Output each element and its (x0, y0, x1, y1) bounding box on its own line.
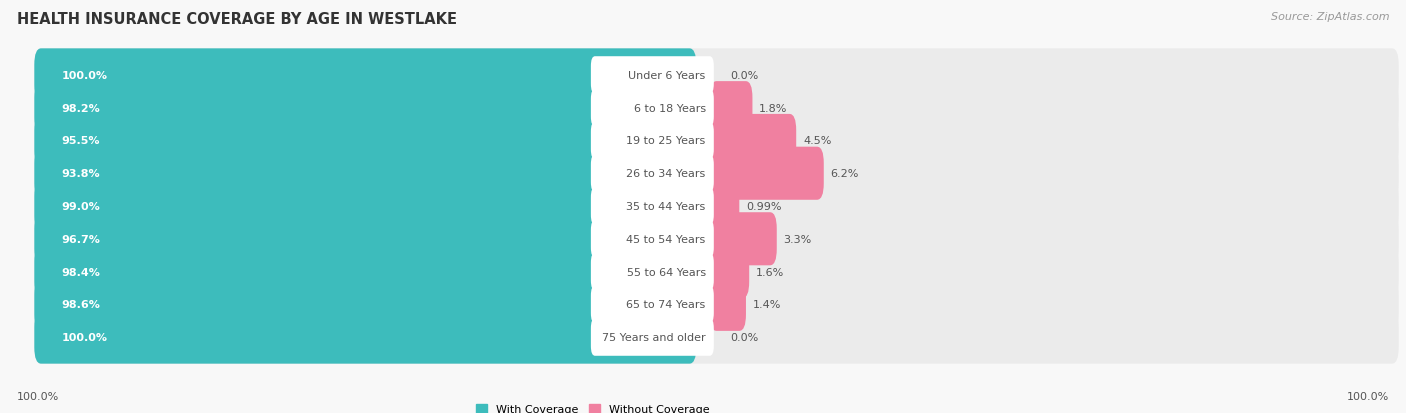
Text: 98.2%: 98.2% (62, 103, 100, 114)
FancyBboxPatch shape (34, 311, 1399, 364)
Text: 100.0%: 100.0% (17, 391, 59, 401)
FancyBboxPatch shape (591, 319, 714, 356)
Text: Under 6 Years: Under 6 Years (628, 71, 706, 81)
FancyBboxPatch shape (34, 49, 696, 102)
Text: Source: ZipAtlas.com: Source: ZipAtlas.com (1271, 12, 1389, 22)
Text: 100.0%: 100.0% (1347, 391, 1389, 401)
Text: 26 to 34 Years: 26 to 34 Years (627, 169, 706, 179)
FancyBboxPatch shape (34, 115, 1399, 168)
Text: 1.6%: 1.6% (756, 267, 785, 277)
FancyBboxPatch shape (591, 286, 714, 323)
Text: 55 to 64 Years: 55 to 64 Years (627, 267, 706, 277)
FancyBboxPatch shape (34, 82, 685, 135)
Text: 0.99%: 0.99% (747, 202, 782, 211)
FancyBboxPatch shape (34, 49, 1399, 102)
FancyBboxPatch shape (710, 147, 824, 200)
FancyBboxPatch shape (710, 245, 749, 298)
Text: 19 to 25 Years: 19 to 25 Years (627, 136, 706, 146)
Text: 4.5%: 4.5% (803, 136, 831, 146)
FancyBboxPatch shape (34, 245, 1399, 298)
FancyBboxPatch shape (710, 115, 796, 168)
FancyBboxPatch shape (591, 90, 714, 127)
Text: 75 Years and older: 75 Years and older (602, 332, 706, 342)
FancyBboxPatch shape (34, 115, 666, 168)
FancyBboxPatch shape (591, 155, 714, 192)
FancyBboxPatch shape (591, 123, 714, 160)
Text: 3.3%: 3.3% (783, 234, 811, 244)
FancyBboxPatch shape (34, 180, 1399, 233)
Text: 100.0%: 100.0% (62, 332, 107, 342)
Text: 99.0%: 99.0% (62, 202, 100, 211)
FancyBboxPatch shape (34, 245, 686, 298)
Text: 95.5%: 95.5% (62, 136, 100, 146)
FancyBboxPatch shape (34, 213, 675, 266)
FancyBboxPatch shape (710, 278, 747, 331)
FancyBboxPatch shape (34, 147, 657, 200)
FancyBboxPatch shape (591, 221, 714, 258)
Text: HEALTH INSURANCE COVERAGE BY AGE IN WESTLAKE: HEALTH INSURANCE COVERAGE BY AGE IN WEST… (17, 12, 457, 27)
Text: 0.0%: 0.0% (730, 71, 758, 81)
FancyBboxPatch shape (34, 213, 1399, 266)
FancyBboxPatch shape (591, 253, 714, 290)
Text: 35 to 44 Years: 35 to 44 Years (627, 202, 706, 211)
FancyBboxPatch shape (34, 311, 696, 364)
Text: 45 to 54 Years: 45 to 54 Years (627, 234, 706, 244)
Text: 93.8%: 93.8% (62, 169, 100, 179)
Text: 100.0%: 100.0% (62, 71, 107, 81)
FancyBboxPatch shape (710, 180, 740, 233)
Text: 1.8%: 1.8% (759, 103, 787, 114)
FancyBboxPatch shape (34, 82, 1399, 135)
Text: 0.0%: 0.0% (730, 332, 758, 342)
Text: 65 to 74 Years: 65 to 74 Years (627, 299, 706, 310)
Text: 6 to 18 Years: 6 to 18 Years (634, 103, 706, 114)
FancyBboxPatch shape (710, 213, 776, 266)
FancyBboxPatch shape (34, 147, 1399, 200)
Text: 98.6%: 98.6% (62, 299, 100, 310)
Text: 6.2%: 6.2% (831, 169, 859, 179)
FancyBboxPatch shape (591, 188, 714, 225)
Text: 1.4%: 1.4% (752, 299, 782, 310)
Text: 96.7%: 96.7% (62, 234, 100, 244)
FancyBboxPatch shape (34, 278, 688, 331)
FancyBboxPatch shape (710, 82, 752, 135)
Text: 98.4%: 98.4% (62, 267, 100, 277)
FancyBboxPatch shape (591, 57, 714, 94)
FancyBboxPatch shape (34, 278, 1399, 331)
Legend: With Coverage, Without Coverage: With Coverage, Without Coverage (475, 404, 710, 413)
FancyBboxPatch shape (34, 180, 690, 233)
